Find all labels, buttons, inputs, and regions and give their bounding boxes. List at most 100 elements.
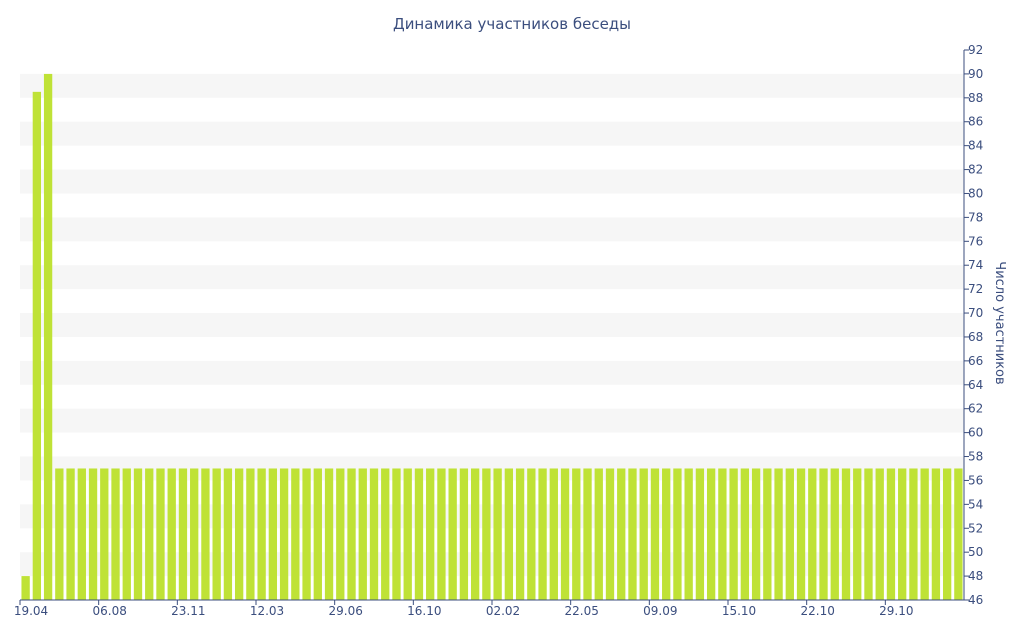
bar <box>369 468 379 600</box>
bar <box>695 468 705 600</box>
y-tick-label: 66 <box>968 354 983 368</box>
y-tick-label: 64 <box>968 378 983 392</box>
grid-band <box>20 217 964 242</box>
grid-band <box>20 360 964 385</box>
grid-band <box>20 73 964 98</box>
y-tick-label: 72 <box>968 282 983 296</box>
y-tick-label: 46 <box>968 593 983 607</box>
x-tick-label: 29.06 <box>328 604 362 618</box>
bar <box>662 468 671 600</box>
bar <box>403 468 412 600</box>
y-ticks: 46 48 50 52 54 56 58 60 62 64 66 68 70 72 74 76 78 80 82 84… <box>964 43 983 607</box>
bar <box>336 468 345 600</box>
bar <box>493 468 502 600</box>
x-tick-label: 23.11 <box>171 604 205 618</box>
y-tick-label: 78 <box>968 210 983 224</box>
x-tick-label: 15.10 <box>722 604 756 618</box>
bar <box>324 468 334 600</box>
bar <box>133 468 143 600</box>
y-tick-label: 92 <box>968 43 983 57</box>
bar <box>392 468 401 600</box>
bar <box>21 576 30 600</box>
x-tick-label: 22.10 <box>800 604 834 618</box>
bar <box>942 468 952 600</box>
grid-band <box>20 408 964 433</box>
x-tick-label: 22.05 <box>564 604 598 618</box>
bar <box>201 468 210 600</box>
bar <box>246 468 255 600</box>
bar <box>875 468 884 600</box>
bar <box>515 468 525 600</box>
y-axis-label: Число участников <box>992 261 1007 384</box>
grid-band <box>20 313 964 337</box>
y-tick-label: 60 <box>968 426 983 440</box>
y-tick-label: 84 <box>968 139 983 153</box>
bar <box>605 468 615 600</box>
x-tick-label: 09.09 <box>643 604 677 618</box>
bar <box>426 468 435 600</box>
bar <box>560 468 570 600</box>
y-tick-label: 50 <box>968 545 983 559</box>
y-tick-label: 70 <box>968 306 983 320</box>
grid-band <box>20 265 964 290</box>
bar <box>931 468 941 600</box>
bar <box>347 468 356 600</box>
chart-title: Динамика участников беседы <box>393 15 631 33</box>
y-tick-label: 76 <box>968 234 983 248</box>
bar <box>774 468 783 600</box>
x-tick-label: 02.02 <box>486 604 520 618</box>
bar <box>414 468 424 600</box>
x-ticks: 19.04 06.08 23.11 12.03 29.06 16.10 02.02 22.05… <box>14 600 914 618</box>
x-tick-label: 16.10 <box>407 604 441 618</box>
grid-band <box>20 169 964 194</box>
bar <box>617 468 626 600</box>
bar <box>650 468 660 600</box>
x-tick-label: 12.03 <box>250 604 284 618</box>
bar <box>796 468 806 600</box>
bar <box>234 468 244 600</box>
bar <box>527 468 536 600</box>
y-tick-label: 58 <box>968 450 983 464</box>
bar <box>302 468 311 600</box>
y-tick-label: 48 <box>968 569 983 583</box>
bar <box>482 468 491 600</box>
bar <box>898 468 907 600</box>
y-tick-label: 68 <box>968 330 983 344</box>
bar <box>55 468 64 600</box>
bar <box>864 468 873 600</box>
bar <box>100 468 109 600</box>
bar <box>257 468 266 600</box>
bar <box>639 468 648 600</box>
y-tick-label: 52 <box>968 521 983 535</box>
x-tick-label: 29.10 <box>879 604 913 618</box>
bar <box>459 468 469 600</box>
bar <box>572 468 581 600</box>
bar <box>886 468 896 600</box>
bar <box>684 468 693 600</box>
bar <box>167 468 176 600</box>
y-tick-label: 82 <box>968 163 983 177</box>
bar <box>381 468 390 600</box>
bar <box>628 468 637 600</box>
bar <box>504 468 514 600</box>
bar <box>437 468 446 600</box>
y-tick-label: 62 <box>968 402 983 416</box>
bar <box>122 468 131 600</box>
grid-band <box>20 504 964 529</box>
grid-band <box>20 121 964 146</box>
bar <box>291 468 300 600</box>
y-tick-label: 54 <box>968 497 983 511</box>
bar <box>763 468 772 600</box>
y-tick-label: 74 <box>968 258 983 272</box>
bar <box>145 468 154 600</box>
y-tick-label: 86 <box>968 115 983 129</box>
bar <box>819 468 828 600</box>
bar <box>279 468 289 600</box>
bar <box>830 468 839 600</box>
y-tick-label: 56 <box>968 473 983 487</box>
bar <box>841 468 851 600</box>
x-tick-label: 19.04 <box>14 604 48 618</box>
bar <box>313 468 322 600</box>
bar <box>751 468 761 600</box>
